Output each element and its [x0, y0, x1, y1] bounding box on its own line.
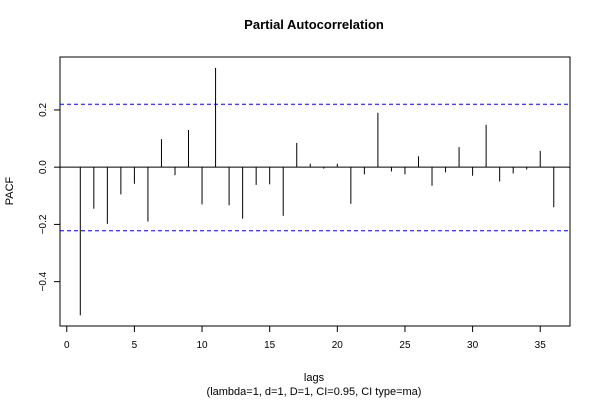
- chart-subtitle: (lambda=1, d=1, D=1, CI=0.95, CI type=ma…: [207, 386, 422, 398]
- chart-title: Partial Autocorrelation: [244, 17, 384, 32]
- x-tick-label-0: 0: [64, 340, 70, 351]
- y-tick-label-2: 0.0: [38, 160, 49, 174]
- x-axis-label: lags: [304, 372, 325, 384]
- y-tick-label-1: −0.2: [38, 214, 49, 234]
- x-axis: 0 5 10 15 20 25 30 35: [64, 325, 547, 351]
- x-tick-label-35: 35: [535, 340, 547, 351]
- x-tick-label-30: 30: [467, 340, 479, 351]
- x-tick-label-10: 10: [196, 340, 208, 351]
- x-tick-label-15: 15: [264, 340, 276, 351]
- x-tick-label-5: 5: [132, 340, 138, 351]
- y-axis-label: PACF: [4, 176, 16, 205]
- y-axis: −0.4 −0.2 0.0 0.2: [38, 103, 61, 292]
- x-tick-label-25: 25: [399, 340, 411, 351]
- plot-frame: [59, 56, 571, 327]
- x-tick-label-20: 20: [332, 340, 344, 351]
- chart-marks: [60, 67, 570, 316]
- y-tick-label-3: 0.2: [38, 103, 49, 117]
- y-tick-label-0: −0.4: [38, 271, 49, 291]
